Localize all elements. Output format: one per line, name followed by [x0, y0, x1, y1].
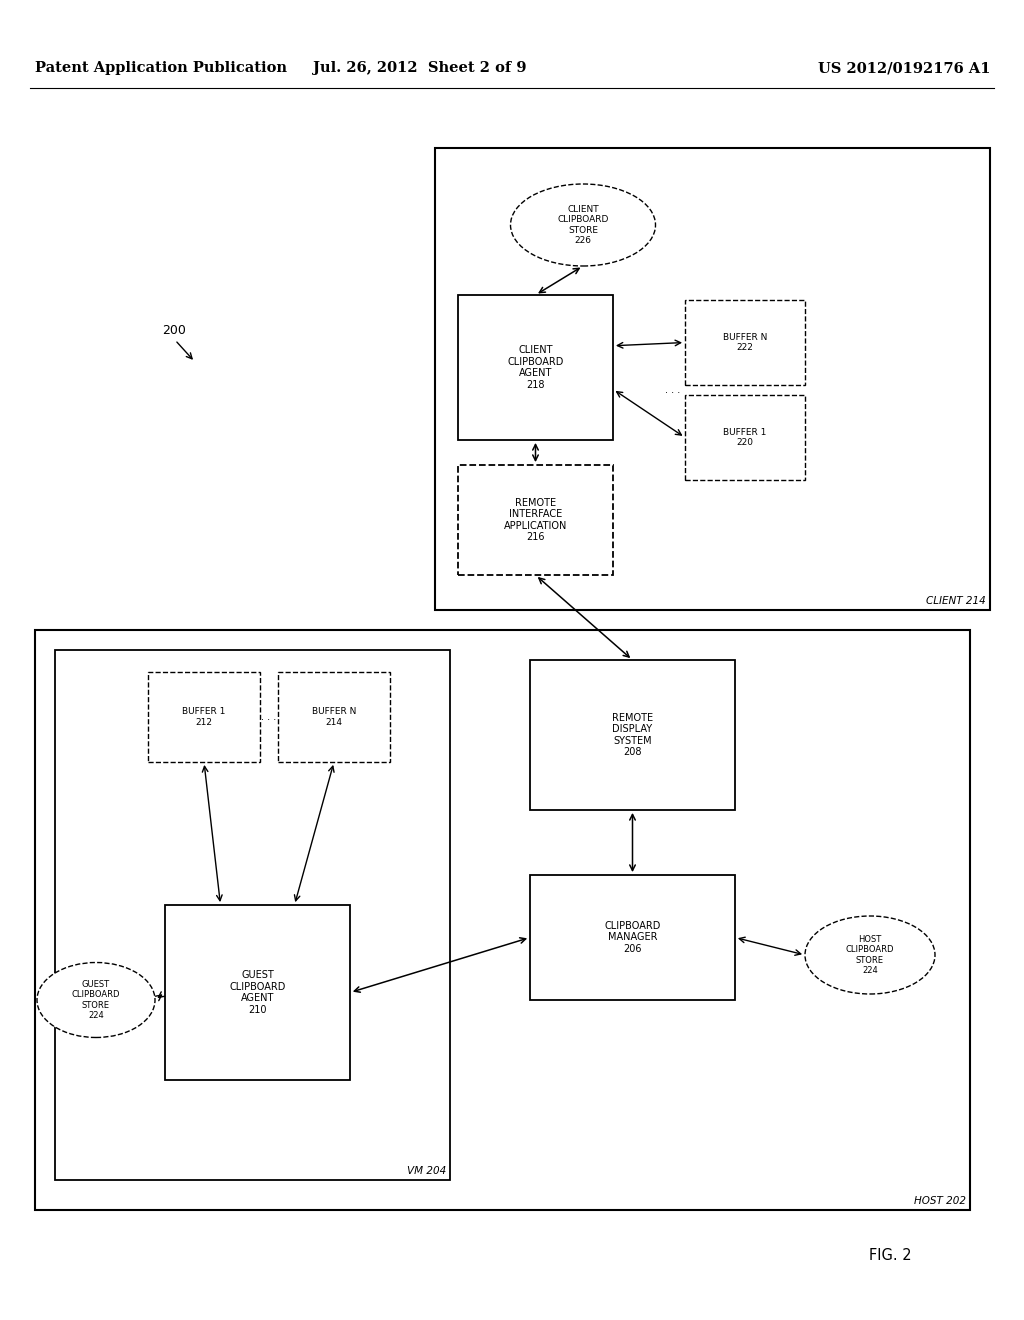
Bar	[278, 672, 390, 762]
Text: BUFFER N
222: BUFFER N 222	[723, 333, 767, 352]
Text: 200: 200	[162, 323, 186, 337]
Bar	[685, 300, 805, 385]
Text: REMOTE
DISPLAY
SYSTEM
208: REMOTE DISPLAY SYSTEM 208	[612, 713, 653, 758]
Bar	[685, 395, 805, 480]
Bar	[530, 660, 735, 810]
Ellipse shape	[511, 183, 655, 267]
Text: BUFFER 1
220: BUFFER 1 220	[723, 428, 767, 447]
Text: CLIENT 214: CLIENT 214	[927, 597, 986, 606]
Text: HOST
CLIPBOARD
STORE
224: HOST CLIPBOARD STORE 224	[846, 935, 894, 975]
Bar	[458, 294, 613, 440]
Text: REMOTE
INTERFACE
APPLICATION
216: REMOTE INTERFACE APPLICATION 216	[504, 498, 567, 543]
Text: CLIENT
CLIPBOARD
AGENT
218: CLIENT CLIPBOARD AGENT 218	[507, 345, 563, 389]
Text: GUEST
CLIPBOARD
AGENT
210: GUEST CLIPBOARD AGENT 210	[229, 970, 286, 1015]
Text: Jul. 26, 2012  Sheet 2 of 9: Jul. 26, 2012 Sheet 2 of 9	[313, 61, 526, 75]
Text: CLIPBOARD
MANAGER
206: CLIPBOARD MANAGER 206	[604, 921, 660, 954]
Bar	[55, 649, 450, 1180]
Text: GUEST
CLIPBOARD
STORE
224: GUEST CLIPBOARD STORE 224	[72, 979, 120, 1020]
Text: US 2012/0192176 A1: US 2012/0192176 A1	[817, 61, 990, 75]
Bar	[148, 672, 260, 762]
Text: FIG. 2: FIG. 2	[868, 1247, 911, 1262]
Text: VM 204: VM 204	[407, 1166, 446, 1176]
Bar	[435, 148, 990, 610]
Text: BUFFER N
214: BUFFER N 214	[312, 708, 356, 727]
Bar	[530, 875, 735, 1001]
Bar	[458, 465, 613, 576]
Ellipse shape	[805, 916, 935, 994]
Bar	[165, 906, 350, 1080]
Text: Patent Application Publication: Patent Application Publication	[35, 61, 287, 75]
Text: HOST 202: HOST 202	[914, 1196, 966, 1206]
Ellipse shape	[37, 962, 155, 1038]
Text: . . .: . . .	[666, 385, 681, 395]
Text: BUFFER 1
212: BUFFER 1 212	[182, 708, 225, 727]
Bar	[35, 630, 970, 1210]
Text: . . .: . . .	[261, 711, 276, 722]
Text: CLIENT
CLIPBOARD
STORE
226: CLIENT CLIPBOARD STORE 226	[557, 205, 608, 246]
